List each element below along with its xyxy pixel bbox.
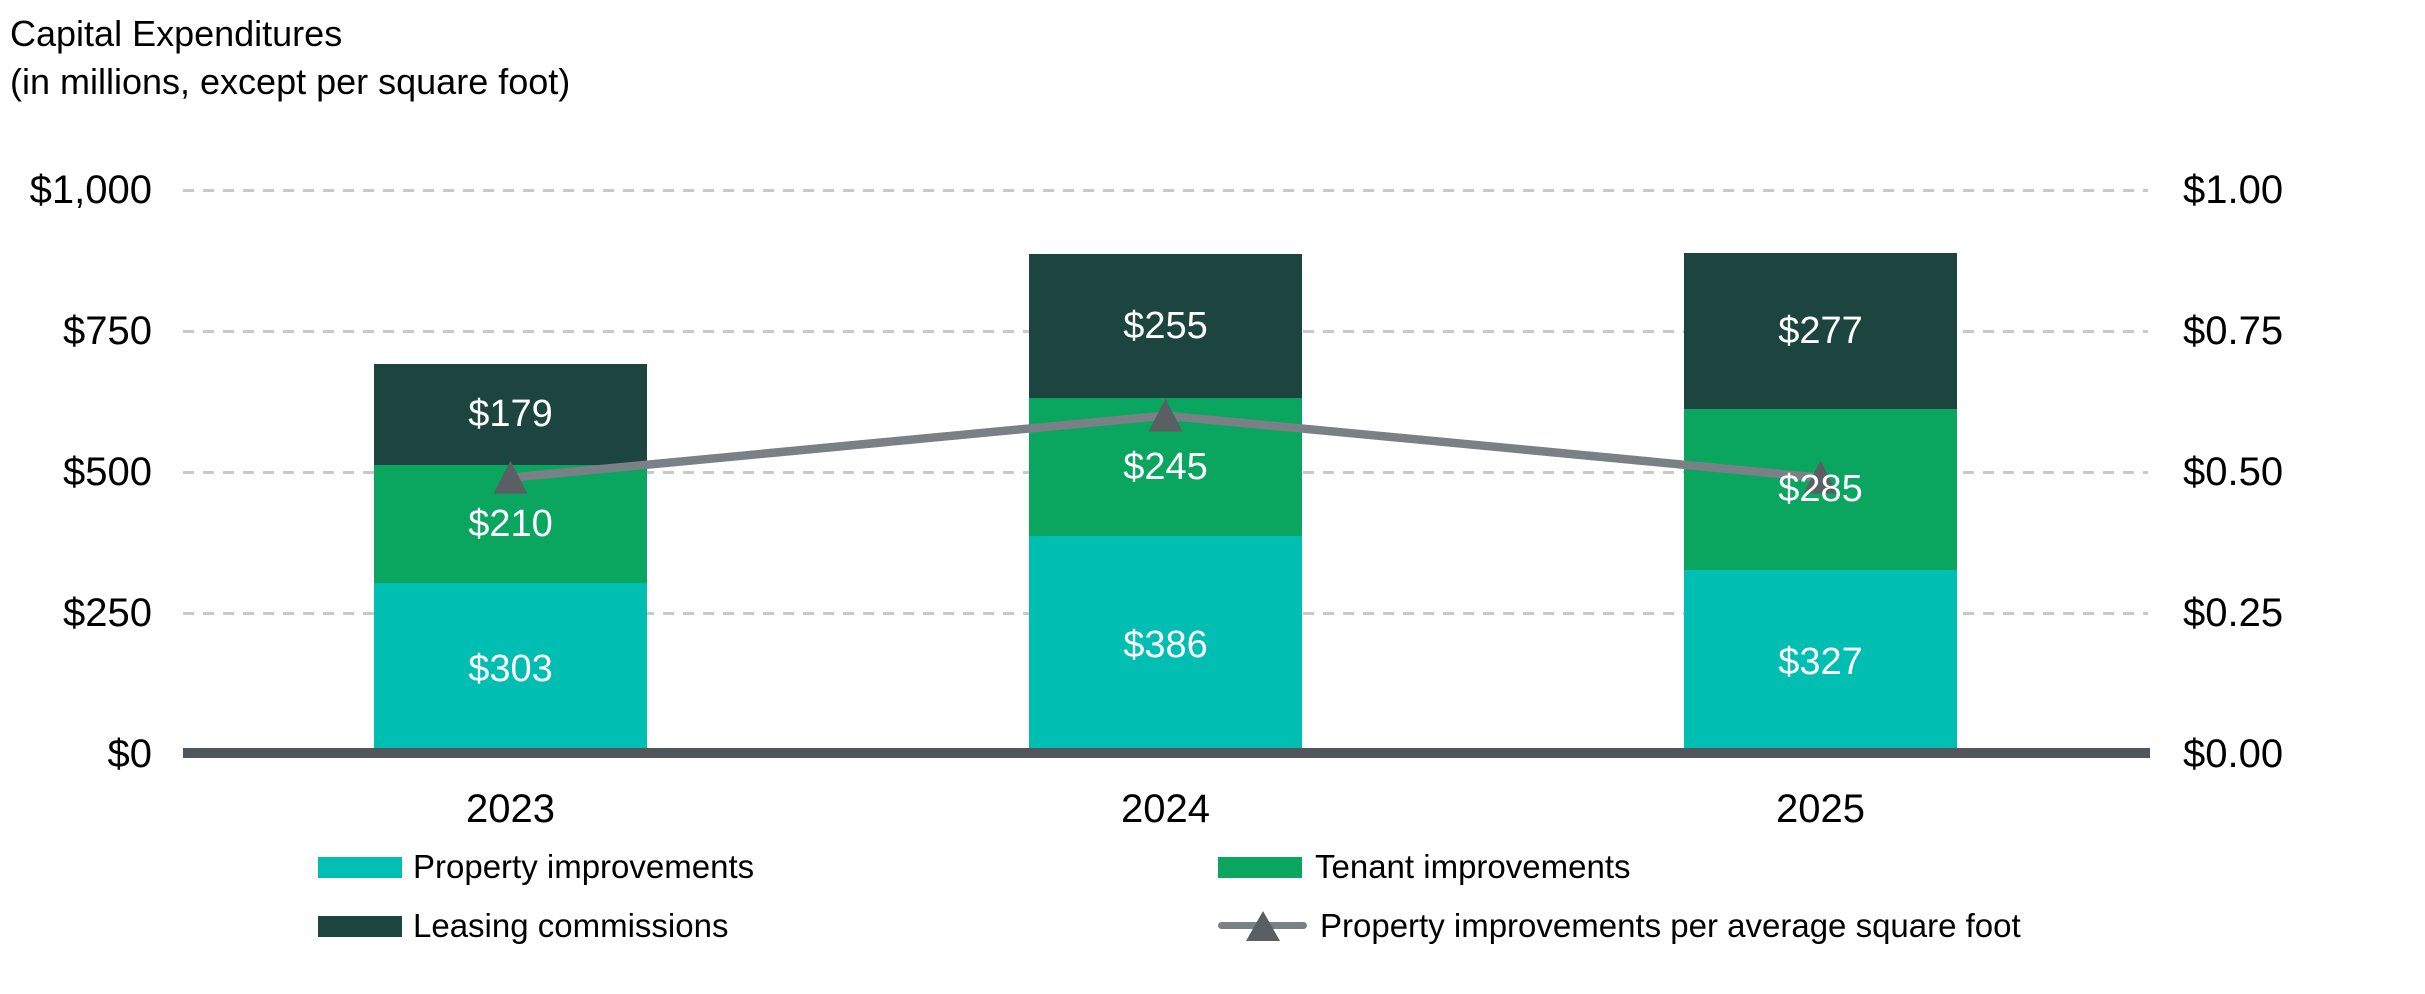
right-axis-tick-label: $0.25 xyxy=(2183,591,2284,635)
chart-subtitle: (in millions, except per square foot) xyxy=(10,61,571,102)
x-axis-label: 2023 xyxy=(466,787,555,831)
bar-value-label: $386 xyxy=(1123,624,1208,667)
bar-value-label: $255 xyxy=(1123,305,1208,348)
legend-triangle-icon xyxy=(1245,911,1280,941)
legend-swatch xyxy=(1218,856,1302,878)
left-axis-tick-label: $0 xyxy=(107,732,153,776)
x-axis-baseline xyxy=(183,748,2150,758)
legend-item: Tenant improvements xyxy=(1218,846,1630,888)
gridline xyxy=(183,188,2148,192)
bar-value-label: $179 xyxy=(468,393,553,436)
legend-swatch xyxy=(318,915,402,937)
right-axis-tick-label: $0.50 xyxy=(2183,450,2284,494)
left-axis-tick-label: $500 xyxy=(63,450,152,494)
right-axis-tick-label: $0.75 xyxy=(2183,309,2284,353)
bar-value-label: $210 xyxy=(468,502,553,545)
right-axis-tick-label: $0.00 xyxy=(2183,732,2284,776)
chart-title: Capital Expenditures xyxy=(10,13,343,54)
bar-segment xyxy=(1684,252,1957,409)
bar-value-label: $245 xyxy=(1123,446,1208,489)
legend-label: Tenant improvements xyxy=(1315,848,1631,885)
bar-segment xyxy=(1029,536,1302,754)
x-axis-label: 2025 xyxy=(1776,787,1865,831)
bar-value-label: $327 xyxy=(1778,640,1863,683)
bar-value-label: $277 xyxy=(1778,309,1863,352)
legend-item: Property improvements per average square… xyxy=(1218,905,2021,947)
legend-item: Property improvements xyxy=(318,846,754,888)
legend-label: Property improvements per average square… xyxy=(1320,907,2021,944)
bar-segment xyxy=(374,583,647,754)
trend-marker-triangle xyxy=(1803,460,1838,494)
legend-item: Leasing commissions xyxy=(318,905,728,947)
x-axis-label: 2024 xyxy=(1121,787,1210,831)
legend-swatch xyxy=(318,856,402,878)
bar-segment xyxy=(1029,254,1302,399)
left-axis-tick-label: $750 xyxy=(63,309,152,353)
legend-line-triangle-marker xyxy=(1218,909,1307,943)
trend-line-layer xyxy=(493,398,1838,494)
bar-segment xyxy=(374,363,647,465)
trend-marker-triangle xyxy=(1148,398,1183,432)
legend-label: Leasing commissions xyxy=(413,907,729,944)
right-axis-tick-label: $1.00 xyxy=(2183,168,2284,212)
bar-value-label: $303 xyxy=(468,647,553,690)
bar-segment xyxy=(1684,569,1957,754)
trend-marker-triangle xyxy=(493,460,528,494)
legend-label: Property improvements xyxy=(413,848,755,885)
left-axis-tick-label: $250 xyxy=(63,591,152,635)
left-axis-tick-label: $1,000 xyxy=(29,168,152,212)
bar-value-label: $285 xyxy=(1778,468,1863,511)
